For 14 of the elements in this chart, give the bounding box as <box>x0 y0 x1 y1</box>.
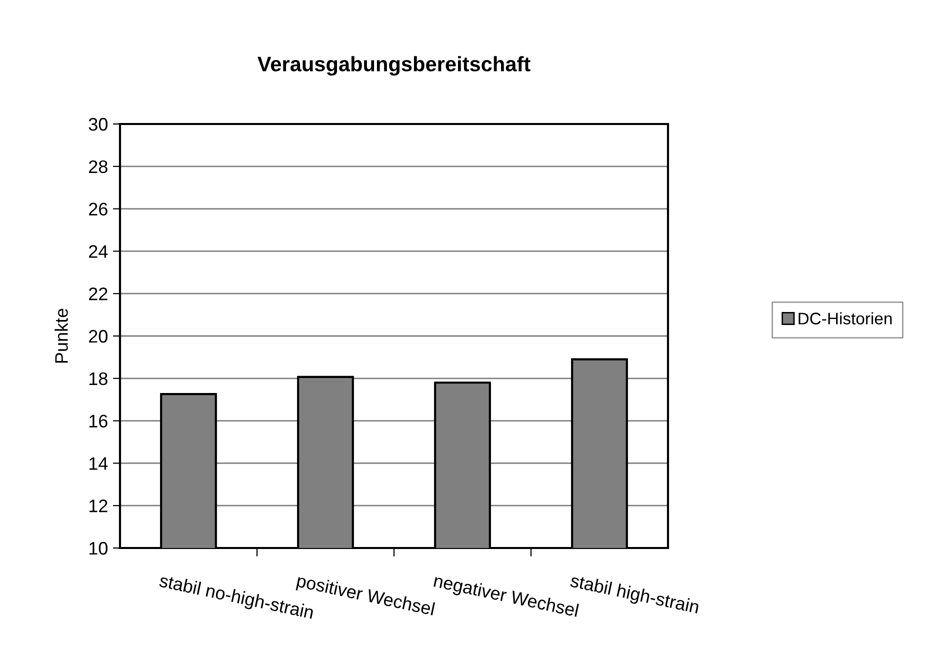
y-tick-label: 26 <box>89 202 108 216</box>
y-tick-label: 12 <box>89 500 108 512</box>
legend-label: DC-Historien <box>798 312 892 324</box>
chart-title: Verausgabungsbereitschaft <box>258 56 530 76</box>
y-tick-label: 18 <box>89 372 108 386</box>
y-tick-label: 22 <box>89 288 108 300</box>
y-tick-label: 30 <box>88 118 108 131</box>
y-tick-label: 20 <box>89 330 108 343</box>
y-tick-label: 14 <box>89 457 108 470</box>
y-axis-title: Punkte <box>54 308 68 363</box>
y-tick-label: 10 <box>89 542 108 555</box>
y-tick-label: 16 <box>89 414 108 428</box>
y-tick-label: 28 <box>89 160 108 174</box>
y-tick-label: 24 <box>89 245 108 258</box>
